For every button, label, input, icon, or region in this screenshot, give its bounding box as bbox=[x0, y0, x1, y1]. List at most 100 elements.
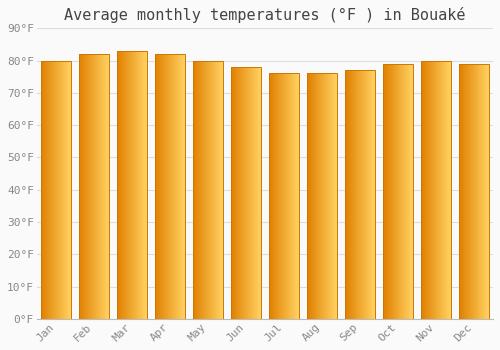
Bar bbox=[477, 64, 478, 319]
Bar bbox=[397, 64, 398, 319]
Bar bbox=[67, 61, 68, 319]
Bar bbox=[63, 61, 64, 319]
Bar bbox=[177, 54, 178, 319]
Bar bbox=[258, 67, 260, 319]
Bar bbox=[43, 61, 44, 319]
Bar bbox=[318, 74, 319, 319]
Bar bbox=[371, 70, 372, 319]
Bar bbox=[469, 64, 470, 319]
Bar bbox=[62, 61, 63, 319]
Bar bbox=[385, 64, 386, 319]
Bar bbox=[242, 67, 243, 319]
Bar bbox=[307, 74, 308, 319]
Bar bbox=[295, 74, 296, 319]
Bar bbox=[155, 54, 184, 319]
Bar bbox=[106, 54, 107, 319]
Bar bbox=[168, 54, 169, 319]
Bar bbox=[207, 61, 208, 319]
Bar bbox=[61, 61, 62, 319]
Bar bbox=[57, 61, 58, 319]
Bar bbox=[210, 61, 211, 319]
Bar bbox=[172, 54, 173, 319]
Bar bbox=[45, 61, 46, 319]
Bar bbox=[251, 67, 252, 319]
Bar bbox=[254, 67, 255, 319]
Bar bbox=[144, 51, 145, 319]
Bar bbox=[316, 74, 317, 319]
Bar bbox=[434, 61, 435, 319]
Bar bbox=[136, 51, 137, 319]
Bar bbox=[387, 64, 388, 319]
Bar bbox=[162, 54, 163, 319]
Bar bbox=[288, 74, 289, 319]
Bar bbox=[479, 64, 480, 319]
Bar bbox=[280, 74, 281, 319]
Bar bbox=[218, 61, 220, 319]
Bar bbox=[402, 64, 403, 319]
Bar bbox=[446, 61, 447, 319]
Bar bbox=[193, 61, 222, 319]
Bar bbox=[107, 54, 108, 319]
Bar bbox=[279, 74, 280, 319]
Bar bbox=[93, 54, 94, 319]
Bar bbox=[257, 67, 258, 319]
Bar bbox=[440, 61, 441, 319]
Bar bbox=[92, 54, 93, 319]
Bar bbox=[105, 54, 106, 319]
Bar bbox=[136, 51, 138, 319]
Bar bbox=[466, 64, 467, 319]
Bar bbox=[405, 64, 406, 319]
Bar bbox=[317, 74, 318, 319]
Bar bbox=[487, 64, 488, 319]
Bar bbox=[96, 54, 98, 319]
Bar bbox=[370, 70, 371, 319]
Bar bbox=[431, 61, 432, 319]
Bar bbox=[312, 74, 313, 319]
Bar bbox=[243, 67, 244, 319]
Bar bbox=[257, 67, 258, 319]
Bar bbox=[258, 67, 259, 319]
Bar bbox=[96, 54, 97, 319]
Bar bbox=[351, 70, 352, 319]
Bar bbox=[194, 61, 195, 319]
Bar bbox=[89, 54, 90, 319]
Bar bbox=[175, 54, 176, 319]
Bar bbox=[59, 61, 60, 319]
Bar bbox=[461, 64, 462, 319]
Bar bbox=[125, 51, 126, 319]
Bar bbox=[157, 54, 158, 319]
Bar bbox=[484, 64, 485, 319]
Bar bbox=[91, 54, 92, 319]
Bar bbox=[460, 64, 461, 319]
Bar bbox=[64, 61, 65, 319]
Bar bbox=[138, 51, 139, 319]
Bar bbox=[239, 67, 240, 319]
Bar bbox=[296, 74, 297, 319]
Bar bbox=[401, 64, 402, 319]
Bar bbox=[163, 54, 164, 319]
Bar bbox=[197, 61, 198, 319]
Bar bbox=[358, 70, 359, 319]
Bar bbox=[465, 64, 466, 319]
Bar bbox=[394, 64, 395, 319]
Bar bbox=[244, 67, 245, 319]
Bar bbox=[445, 61, 446, 319]
Bar bbox=[52, 61, 53, 319]
Bar bbox=[145, 51, 146, 319]
Bar bbox=[117, 51, 146, 319]
Bar bbox=[393, 64, 394, 319]
Bar bbox=[269, 74, 298, 319]
Bar bbox=[80, 54, 81, 319]
Bar bbox=[322, 74, 323, 319]
Bar bbox=[319, 74, 320, 319]
Bar bbox=[180, 54, 181, 319]
Bar bbox=[321, 74, 322, 319]
Bar bbox=[201, 61, 202, 319]
Bar bbox=[199, 61, 200, 319]
Bar bbox=[200, 61, 201, 319]
Bar bbox=[396, 64, 397, 319]
Bar bbox=[330, 74, 331, 319]
Bar bbox=[178, 54, 179, 319]
Bar bbox=[212, 61, 213, 319]
Bar bbox=[42, 61, 43, 319]
